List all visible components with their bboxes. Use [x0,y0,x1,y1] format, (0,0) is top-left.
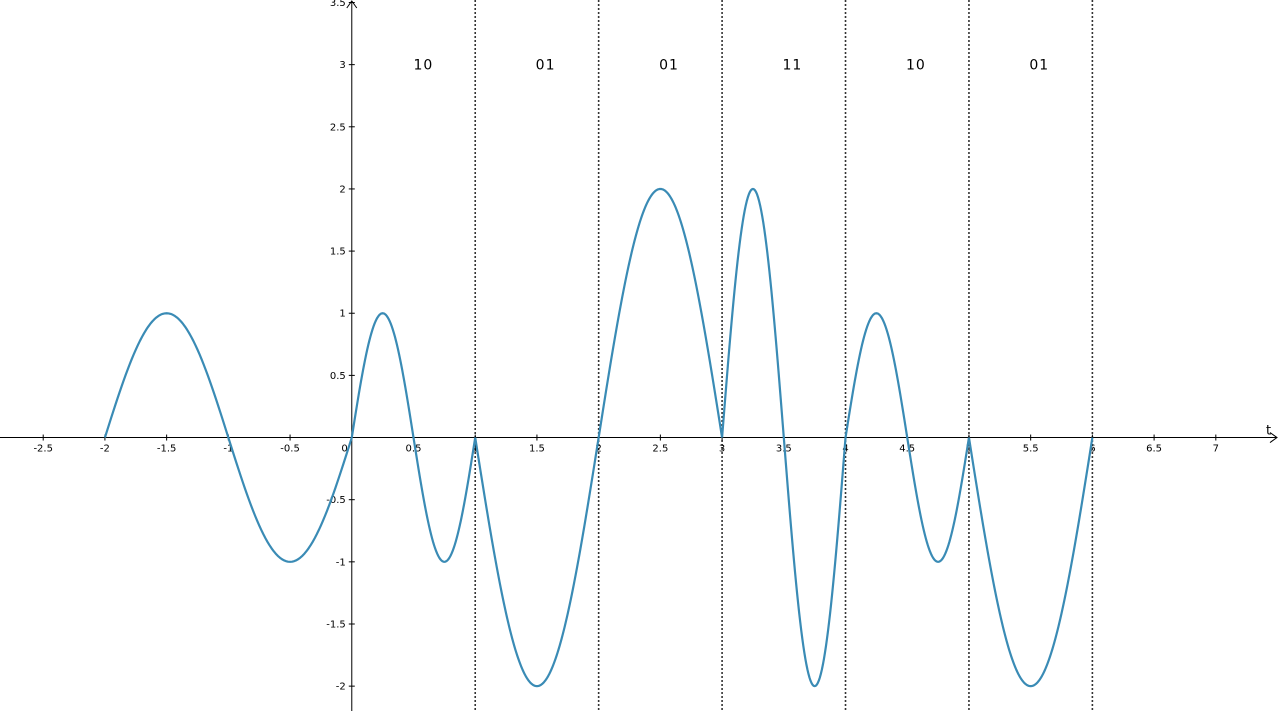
x-tick-label: 0 [341,444,347,455]
x-tick-label: 1 [472,444,478,455]
signal-segment [844,312,971,563]
y-tick-label: 3 [339,60,345,71]
y-tick-label: 3.5 [330,0,346,9]
signal-segment [967,437,1094,688]
symbol-label: 10 [413,58,433,74]
signal-curve [103,187,1094,688]
y-tick-label: 1 [339,309,345,320]
x-tick-label: -2 [100,444,110,455]
symbol-labels: 10 01 01 11 10 01 [413,58,1049,74]
x-tick-label: 1.5 [529,444,545,455]
x-tick-label: 4.5 [899,444,915,455]
signal-segment [103,312,353,563]
signal-segment [597,187,724,438]
y-ticks: -2 -1.5 -1 -0.5 0.5 1 1.5 2 2.5 3 3.5 [326,0,355,693]
signal-segment [350,312,477,563]
symbol-label: 10 [906,58,926,74]
x-tick-label: 5.5 [1023,444,1039,455]
symbol-label: 01 [659,58,679,74]
symbol-boundaries [474,0,1094,711]
y-tick-label: -1 [336,557,346,568]
x-tick-label: 2.5 [652,444,668,455]
symbol-label: 11 [783,58,803,74]
x-tick-label: 2 [595,444,601,455]
signal-segment [720,187,847,688]
symbol-label: 01 [536,58,556,74]
x-tick-label: -2.5 [33,444,53,455]
y-tick-label: 2 [339,184,345,195]
y-tick-label: -0.5 [326,495,346,506]
y-tick-label: 1.5 [330,247,346,258]
x-tick-label: -1.5 [157,444,177,455]
x-tick-label: 6.5 [1146,444,1162,455]
y-tick-label: -1.5 [326,619,346,630]
symbol-label: 01 [1029,58,1049,74]
y-tick-label: 0.5 [330,371,346,382]
y-tick-label: 2.5 [330,122,346,133]
x-tick-label: -1 [223,444,233,455]
x-axis-arrow [1269,432,1278,443]
x-tick-label: 3 [719,444,725,455]
x-tick-label: 0.5 [406,444,422,455]
y-axis-arrow [346,0,358,9]
x-tick-label: 5 [966,444,972,455]
y-tick-label: -2 [336,682,346,693]
signal-segment [474,437,600,688]
x-axis-label: t [1266,424,1271,439]
x-tick-label: -0.5 [280,444,300,455]
x-tick-label: 6 [1089,444,1095,455]
x-tick-label: 7 [1213,444,1219,455]
